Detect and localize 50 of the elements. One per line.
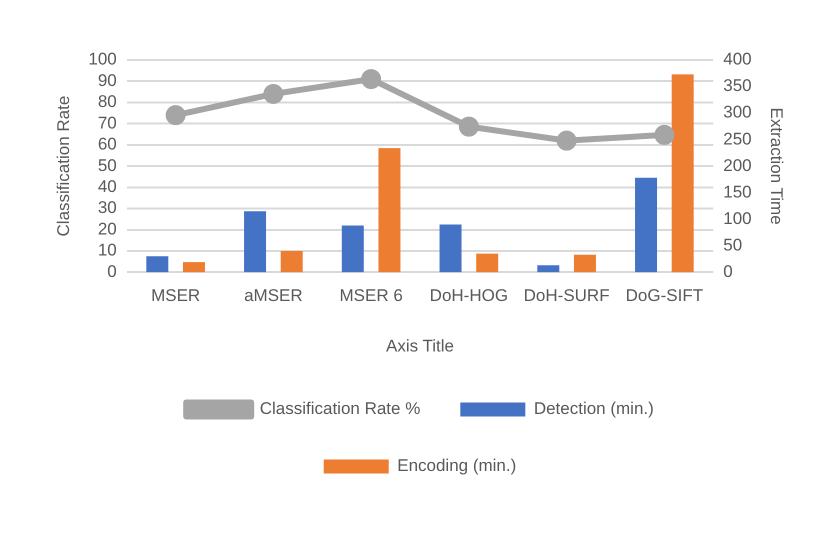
y2-tick-label: 150	[723, 182, 752, 202]
y-tick-label: 50	[98, 156, 117, 175]
y2-tick-label: 350	[723, 76, 752, 96]
y2-tick-label: 100	[723, 208, 752, 228]
y-tick-label: 100	[88, 50, 117, 69]
y-tick-label: 40	[98, 177, 117, 196]
y2-tick-label: 200	[723, 156, 752, 175]
y-tick-label: 20	[98, 219, 117, 238]
legend-label: Detection (min.)	[534, 399, 654, 418]
bar	[342, 226, 364, 272]
y-axis-title: Classification Rate	[54, 96, 73, 236]
bar	[280, 250, 303, 272]
bar	[537, 265, 560, 272]
x-tick-label: DoG-SIFT	[626, 286, 704, 306]
bar	[672, 74, 694, 272]
x-tick-label: MSER 6	[339, 286, 403, 306]
y-tick-label: 10	[98, 240, 117, 260]
y2-tick-label: 300	[723, 102, 752, 122]
bar	[574, 254, 596, 272]
y-tick-label: 60	[98, 134, 117, 154]
point	[654, 124, 674, 145]
bar	[440, 224, 462, 272]
y2-tick-label: 50	[723, 235, 742, 254]
legend-label: Classification Rate %	[260, 399, 420, 418]
x-tick-label: MSER	[151, 286, 200, 306]
y2-axis-title: Extraction Time	[767, 108, 786, 225]
point	[263, 84, 284, 104]
y-tick-label: 90	[98, 70, 117, 90]
y-tick-label: 70	[98, 113, 117, 132]
bar	[146, 256, 168, 272]
y-tick-label: 80	[98, 92, 117, 112]
y2-tick-label: 0	[723, 262, 733, 281]
y-tick-label: 30	[98, 198, 117, 218]
bar	[635, 178, 658, 272]
bar	[182, 262, 205, 272]
y-tick-label: 0	[107, 262, 117, 281]
y2-tick-label: 250	[723, 129, 752, 148]
y2-tick-label: 400	[723, 50, 752, 69]
bar	[476, 254, 498, 272]
x-tick-label: aMSER	[244, 286, 303, 306]
point	[166, 105, 186, 126]
point	[556, 130, 577, 151]
bar	[244, 211, 266, 272]
x-tick-label: DoH-HOG	[430, 286, 508, 306]
legend-label: Encoding (min.)	[397, 456, 516, 476]
point	[361, 69, 382, 90]
x-axis-title: Axis Title	[386, 336, 454, 356]
bar	[378, 148, 400, 272]
point	[458, 116, 479, 137]
x-tick-label: DoH-SURF	[524, 286, 610, 306]
